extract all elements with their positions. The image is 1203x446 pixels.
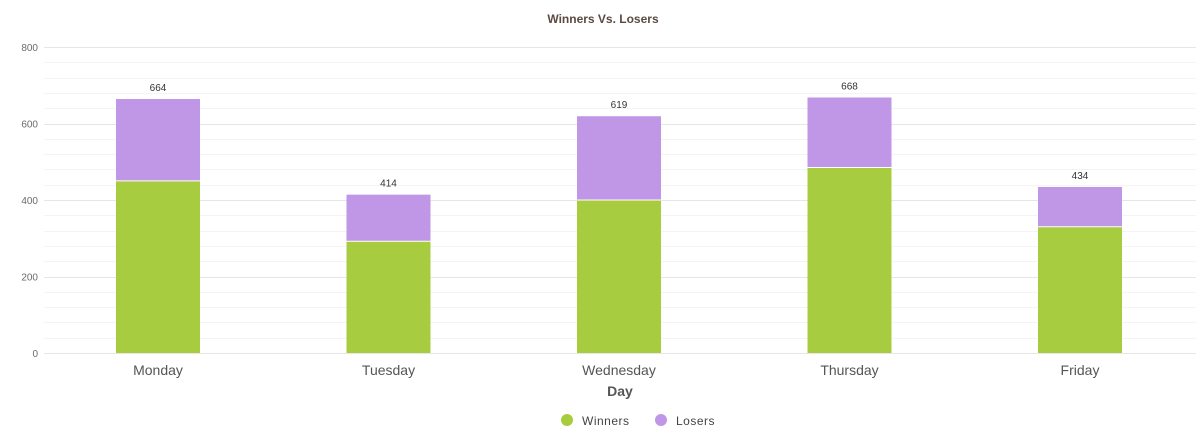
bar-segment-winners [807, 167, 892, 353]
bar-segment-losers [346, 194, 431, 242]
legend-item-winners[interactable]: Winners [561, 414, 630, 428]
legend-marker [655, 414, 667, 426]
x-tick-label: Wednesday [582, 362, 656, 378]
x-tick-label: Monday [133, 362, 183, 378]
x-tick-label: Tuesday [362, 362, 415, 378]
bar-total-label: 668 [841, 81, 858, 92]
legend-label: Winners [582, 414, 630, 428]
bar-total-label: 414 [380, 179, 397, 190]
legend-item-losers[interactable]: Losers [655, 414, 715, 428]
legend-label: Losers [676, 414, 715, 428]
y-tick-label: 400 [21, 196, 38, 207]
bar-segment-losers [577, 116, 661, 200]
bar-segment-winners [577, 200, 661, 353]
y-axis: 0 200 400 600 800 [21, 43, 38, 360]
x-tick-label: Friday [1061, 362, 1100, 378]
y-tick-label: 0 [32, 349, 38, 360]
y-tick-label: 800 [21, 43, 38, 54]
bar-total-label: 664 [150, 83, 167, 94]
x-axis: Monday Tuesday Wednesday Thursday Friday [133, 362, 1099, 378]
bar-total-label: 434 [1072, 171, 1089, 182]
bar-segment-winners [1038, 226, 1122, 353]
bar-segment-losers [807, 97, 892, 168]
bar-segment-losers [1038, 186, 1122, 227]
x-axis-label: Day [607, 383, 633, 399]
bar-segment-losers [116, 99, 200, 181]
legend: Winners Losers [561, 414, 715, 428]
bar-segment-winners [346, 241, 431, 353]
bar-total-label: 619 [611, 100, 628, 111]
x-tick-label: Thursday [820, 362, 878, 378]
y-tick-label: 200 [21, 273, 38, 284]
y-tick-label: 600 [21, 120, 38, 131]
chart-title: Winners Vs. Losers [547, 12, 659, 26]
bars: 664 414 619 668 434 [116, 81, 1122, 353]
bar-segment-winners [116, 180, 200, 353]
legend-marker [561, 414, 573, 426]
